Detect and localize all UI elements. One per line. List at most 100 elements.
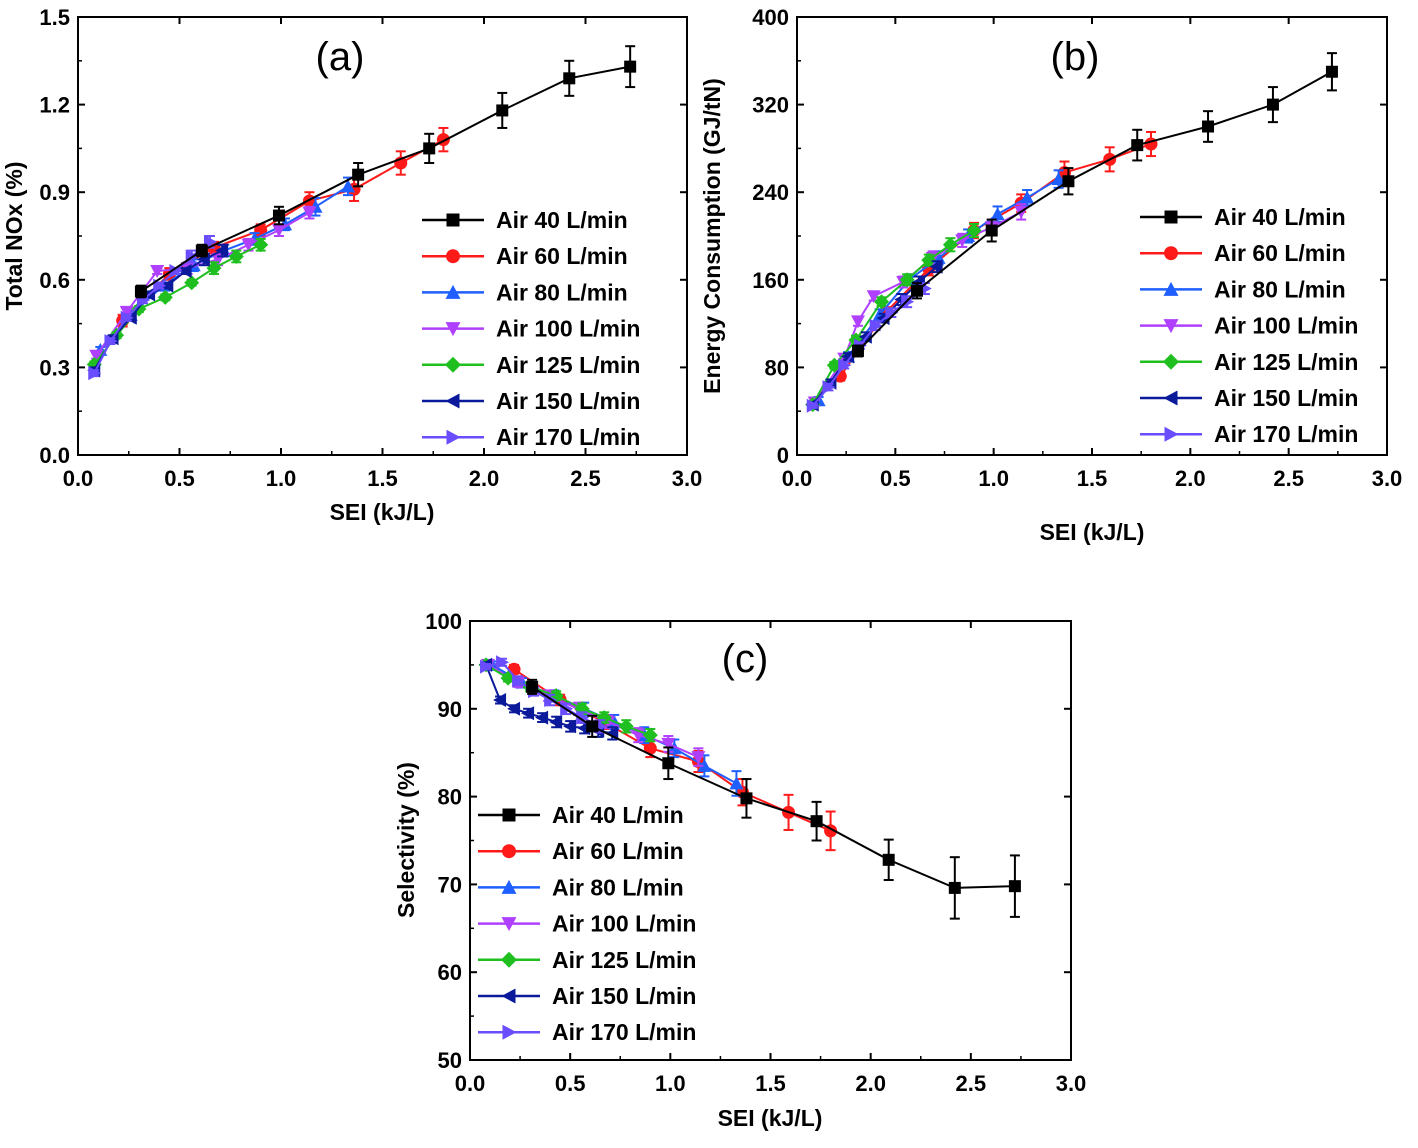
data-point bbox=[691, 751, 706, 765]
data-point bbox=[423, 142, 436, 155]
legend-label: Air 40 L/min bbox=[1214, 204, 1346, 230]
data-point bbox=[1051, 172, 1066, 186]
data-point bbox=[496, 655, 510, 670]
legend-marker bbox=[445, 284, 461, 299]
y-axis-title: Selectivity (%) bbox=[393, 762, 419, 918]
data-point bbox=[195, 244, 208, 257]
x-tick-label: 1.0 bbox=[978, 466, 1009, 491]
data-point bbox=[563, 719, 577, 734]
data-point bbox=[160, 278, 174, 293]
data-point bbox=[948, 881, 961, 894]
legend-label: Air 40 L/min bbox=[496, 207, 628, 233]
series-air-125-l-min bbox=[86, 237, 269, 372]
legend-label: Air 80 L/min bbox=[1214, 276, 1346, 302]
legend-label: Air 150 L/min bbox=[1214, 385, 1358, 411]
x-tick-label: 1.5 bbox=[1077, 466, 1108, 491]
data-point bbox=[697, 758, 712, 772]
y-axis-title: Energy Consumption (GJ/tN) bbox=[699, 78, 725, 394]
data-point bbox=[850, 315, 865, 329]
data-point bbox=[661, 737, 676, 751]
legend-marker bbox=[1163, 353, 1179, 370]
legend-marker bbox=[1163, 281, 1179, 296]
panel-a: 0.0 0.5 1.0 1.5 2.0 2.5 3.0 0.0 0.3 0.6 0.9 1.2 1.5 S… bbox=[1, 5, 702, 525]
x-tick-label: 2.5 bbox=[956, 1071, 987, 1096]
data-point bbox=[1131, 139, 1144, 152]
legend-label: Air 60 L/min bbox=[552, 838, 684, 864]
series-line bbox=[95, 211, 310, 357]
legend-label: Air 100 L/min bbox=[496, 316, 640, 342]
series-air-80-l-min bbox=[811, 169, 1066, 407]
y-tick-label: 400 bbox=[752, 5, 789, 30]
y-tick-label: 70 bbox=[438, 872, 462, 897]
data-point bbox=[507, 701, 521, 716]
panel-label: (c) bbox=[722, 637, 769, 681]
y-tick-label: 1.2 bbox=[39, 93, 70, 118]
data-point bbox=[1325, 65, 1338, 78]
data-point bbox=[500, 670, 516, 686]
data-point bbox=[88, 366, 102, 381]
data-point bbox=[228, 248, 244, 264]
y-tick-label: 100 bbox=[425, 609, 462, 634]
y-tick-label: 80 bbox=[765, 355, 789, 380]
data-point bbox=[921, 252, 937, 268]
y-tick-label: 1.5 bbox=[39, 5, 70, 30]
panel-c: 0.0 0.5 1.0 1.5 2.0 2.5 3.0 50 60 70 80 90 100 SEI (k… bbox=[393, 609, 1086, 1131]
x-axis-title: SEI (kJ/L) bbox=[330, 499, 435, 525]
legend-marker bbox=[446, 213, 460, 227]
data-point bbox=[184, 275, 200, 291]
data-point bbox=[910, 284, 923, 297]
data-point bbox=[990, 207, 1005, 221]
legend-marker bbox=[502, 808, 516, 822]
legend-label: Air 100 L/min bbox=[552, 911, 696, 937]
legend-label: Air 60 L/min bbox=[1214, 240, 1346, 266]
legend-marker bbox=[501, 951, 517, 968]
x-tick-label: 0.0 bbox=[63, 466, 94, 491]
data-point bbox=[480, 659, 494, 674]
data-point bbox=[642, 727, 658, 743]
x-tick-label: 0.5 bbox=[164, 466, 195, 491]
y-tick-label: 320 bbox=[752, 93, 789, 118]
legend-marker bbox=[445, 322, 461, 337]
data-point bbox=[535, 710, 549, 725]
x-tick-label: 3.0 bbox=[672, 466, 703, 491]
data-point bbox=[822, 380, 836, 395]
y-axis-title: Total NOx (%) bbox=[1, 161, 27, 310]
data-point bbox=[563, 72, 576, 85]
data-point bbox=[178, 264, 192, 279]
legend-label: Air 125 L/min bbox=[496, 352, 640, 378]
y-tick-label: 60 bbox=[438, 960, 462, 985]
y-tick-label: 90 bbox=[438, 697, 462, 722]
panel-b: 0.0 0.5 1.0 1.5 2.0 2.5 3.0 0 80 160 240 320 400 SEI … bbox=[699, 5, 1402, 545]
data-point bbox=[643, 741, 657, 755]
data-point bbox=[512, 673, 526, 688]
panel-label: (a) bbox=[316, 35, 365, 79]
series-line bbox=[140, 65, 631, 293]
y-tick-label: 80 bbox=[438, 785, 462, 810]
data-point bbox=[253, 237, 269, 253]
data-point bbox=[851, 344, 864, 357]
data-point bbox=[157, 289, 173, 305]
series-air-40-l-min bbox=[526, 678, 1021, 920]
data-point bbox=[806, 398, 820, 413]
data-point bbox=[576, 710, 590, 725]
data-point bbox=[729, 776, 744, 790]
data-point bbox=[521, 706, 535, 721]
data-point bbox=[134, 285, 147, 298]
data-point bbox=[150, 265, 165, 279]
series-air-60-l-min bbox=[833, 130, 1158, 383]
legend-label: Air 60 L/min bbox=[496, 243, 628, 269]
data-point bbox=[340, 179, 355, 193]
data-point bbox=[882, 853, 895, 866]
legend-label: Air 100 L/min bbox=[1214, 313, 1358, 339]
data-point bbox=[119, 305, 134, 319]
legend-marker bbox=[1163, 390, 1178, 406]
data-point bbox=[955, 234, 970, 248]
data-point bbox=[1008, 880, 1021, 893]
x-axis-title: SEI (kJ/L) bbox=[1040, 519, 1145, 545]
x-tick-label: 1.5 bbox=[367, 466, 398, 491]
data-point bbox=[1266, 98, 1279, 111]
legend-label: Air 150 L/min bbox=[496, 388, 640, 414]
x-tick-label: 3.0 bbox=[1056, 1071, 1087, 1096]
legend-marker bbox=[502, 844, 516, 859]
